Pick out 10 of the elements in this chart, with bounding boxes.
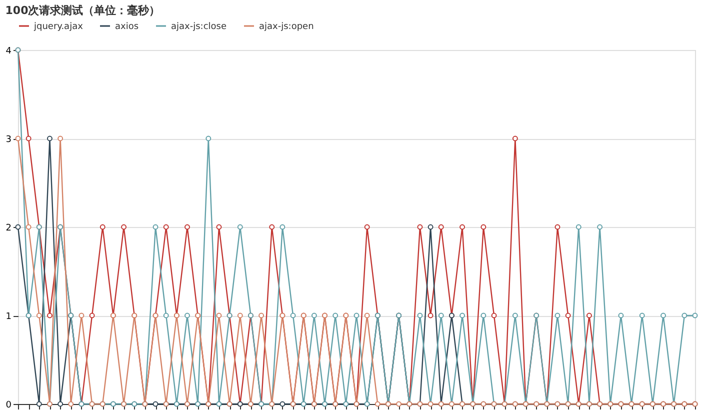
y-tick-label: 4: [6, 46, 12, 56]
chart-title: 100次请求测试（单位：毫秒）: [5, 4, 160, 17]
y-tick-label: 1: [6, 312, 12, 322]
y-tick-label: 0: [6, 400, 12, 410]
y-tick-label: 3: [6, 135, 12, 145]
legend-label: ajax-js:close: [171, 22, 227, 32]
y-tick-label: 2: [6, 224, 12, 234]
legend-label: ajax-js:open: [259, 22, 314, 32]
legend-label: axios: [115, 22, 139, 32]
legend-label: jquery.ajax: [33, 22, 84, 32]
